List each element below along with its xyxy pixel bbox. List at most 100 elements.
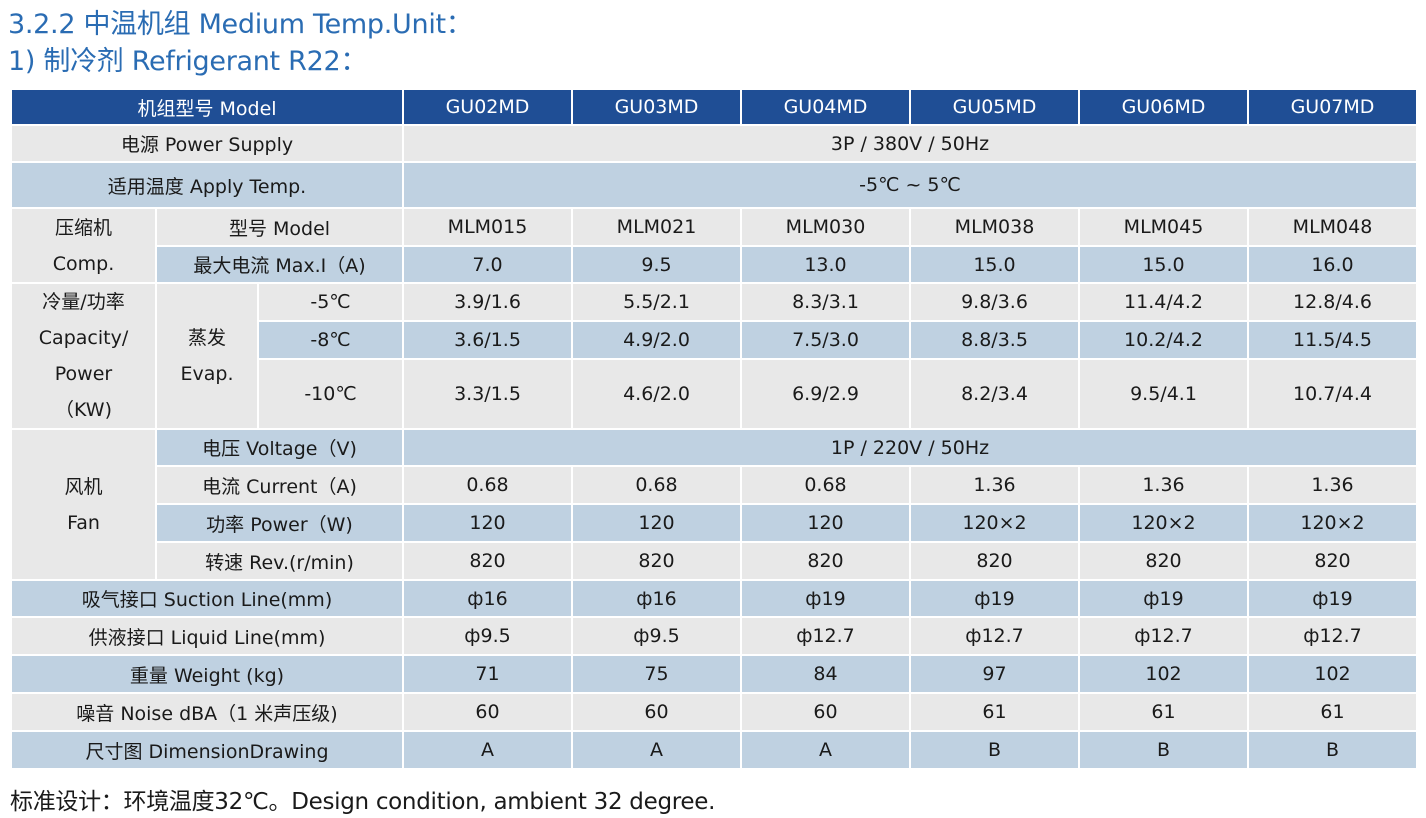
model-name: GU04MD [740,88,911,126]
table-cell: MLM048 [1247,207,1418,247]
table-cell: ф9.5 [402,616,573,656]
fan-label-en: Fan [67,511,100,534]
capacity-label-line: （KW) [55,399,112,421]
table-cell: 820 [1078,541,1249,581]
evap-temp: -5℃ [257,282,404,322]
noise-row: 噪音 Noise dBA（1 米声压级) 60 60 60 61 61 61 [10,692,1418,732]
table-cell: 11.4/4.2 [1078,282,1249,322]
refrigerant-heading: 1) 制冷剂 Refrigerant R22： [8,46,368,77]
drawing-label: 尺寸图 DimensionDrawing [10,730,404,770]
table-cell: 10.2/4.2 [1078,320,1249,360]
apply-temp-label: 适用温度 Apply Temp. [10,161,404,209]
table-cell: A [571,730,742,770]
capacity-group-label: 冷量/功率 Capacity/ Power （KW) [10,282,157,430]
table-cell: 9.8/3.6 [909,282,1080,322]
model-name: GU06MD [1078,88,1249,126]
model-name: GU02MD [402,88,573,126]
model-header-label: 机组型号 Model [10,88,404,126]
noise-label: 噪音 Noise dBA（1 米声压级) [10,692,404,732]
table-cell: 6.9/2.9 [740,358,911,430]
table-cell: 60 [571,692,742,732]
table-cell: MLM045 [1078,207,1249,247]
table-cell: 75 [571,654,742,694]
table-cell: 5.5/2.1 [571,282,742,322]
table-cell: ф9.5 [571,616,742,656]
fan-voltage-value: 1P / 220V / 50Hz [402,428,1418,467]
table-cell: ф19 [740,579,911,618]
fan-voltage-label: 电压 Voltage（V) [155,428,404,467]
table-cell: 820 [1247,541,1418,581]
table-cell: 15.0 [909,245,1080,284]
table-cell: 820 [909,541,1080,581]
table-cell: 97 [909,654,1080,694]
table-cell: 7.5/3.0 [740,320,911,360]
design-condition-note: 标准设计：环境温度32℃。Design condition, ambient 3… [10,789,716,815]
table-cell: A [740,730,911,770]
table-cell: A [402,730,573,770]
power-supply-label: 电源 Power Supply [10,124,404,163]
table-cell: 61 [909,692,1080,732]
table-cell: MLM030 [740,207,911,247]
table-cell: B [1247,730,1418,770]
table-cell: 8.2/3.4 [909,358,1080,430]
table-cell: 820 [571,541,742,581]
liquid-label: 供液接口 Liquid Line(mm) [10,616,404,656]
apply-temp-row: 适用温度 Apply Temp. -5℃ ~ 5℃ [10,161,1418,209]
table-cell: ф12.7 [740,616,911,656]
table-cell: 71 [402,654,573,694]
drawing-row: 尺寸图 DimensionDrawing A A A B B B [10,730,1418,770]
table-cell: ф19 [909,579,1080,618]
fan-rev-label: 转速 Rev.(r/min) [155,541,404,581]
capacity-label-line: Power [54,363,113,385]
table-cell: ф19 [1078,579,1249,618]
table-cell: B [1078,730,1249,770]
evap-temp: -8℃ [257,320,404,360]
table-cell: 60 [402,692,573,732]
table-cell: B [909,730,1080,770]
table-cell: 15.0 [1078,245,1249,284]
fan-group-label: 风机 Fan [10,428,157,581]
table-cell: 11.5/4.5 [1247,320,1418,360]
table-cell: ф12.7 [1078,616,1249,656]
capacity-row: -8℃ 3.6/1.5 4.9/2.0 7.5/3.0 8.8/3.5 10.2… [11,320,1418,360]
table-cell: 120×2 [1247,503,1418,543]
fan-voltage-row: 风机 Fan 电压 Voltage（V) 1P / 220V / 50Hz [10,428,1418,581]
table-cell: ф16 [402,579,573,618]
table-cell: 61 [1078,692,1249,732]
table-cell: 120 [402,503,573,543]
table-cell: 60 [740,692,911,732]
liquid-row: 供液接口 Liquid Line(mm) ф9.5 ф9.5 ф12.7 ф12… [10,616,1418,656]
evap-label-en: Evap. [180,363,234,385]
table-cell: ф12.7 [909,616,1080,656]
table-cell: 0.68 [740,465,911,505]
compressor-current-row: 最大电流 Max.I（A) 7.0 9.5 13.0 15.0 15.0 16.… [11,245,1418,284]
weight-row: 重量 Weight (kg) 71 75 84 97 102 102 [10,654,1418,694]
section-heading: 3.2.2 中温机组 Medium Temp.Unit： [8,9,473,40]
table-cell: 3.3/1.5 [402,358,573,430]
fan-label-cn: 风机 [64,475,103,498]
evap-temp: -10℃ [257,358,404,430]
table-cell: ф12.7 [1247,616,1418,656]
table-cell: MLM015 [402,207,573,247]
table-cell: MLM021 [571,207,742,247]
table-cell: 16.0 [1247,245,1418,284]
table-cell: 3.9/1.6 [402,282,573,322]
table-cell: 7.0 [402,245,573,284]
table-cell: 84 [740,654,911,694]
capacity-row: -10℃ 3.3/1.5 4.6/2.0 6.9/2.9 8.2/3.4 9.5… [11,358,1418,430]
fan-current-row: 电流 Current（A) 0.68 0.68 0.68 1.36 1.36 1… [11,465,1418,505]
apply-temp-value: -5℃ ~ 5℃ [402,161,1418,209]
table-cell: MLM038 [909,207,1080,247]
evap-label: 蒸发 Evap. [155,282,259,430]
model-name: GU07MD [1247,88,1418,126]
table-cell: 102 [1247,654,1418,694]
model-name: GU03MD [571,88,742,126]
table-cell: 13.0 [740,245,911,284]
weight-label: 重量 Weight (kg) [10,654,404,694]
capacity-label-line: 冷量/功率 [42,291,125,313]
compressor-current-label: 最大电流 Max.I（A) [155,245,404,284]
power-supply-value: 3P / 380V / 50Hz [402,124,1418,163]
table-cell: 1.36 [909,465,1080,505]
table-cell: 1.36 [1247,465,1418,505]
fan-power-label: 功率 Power（W) [155,503,404,543]
